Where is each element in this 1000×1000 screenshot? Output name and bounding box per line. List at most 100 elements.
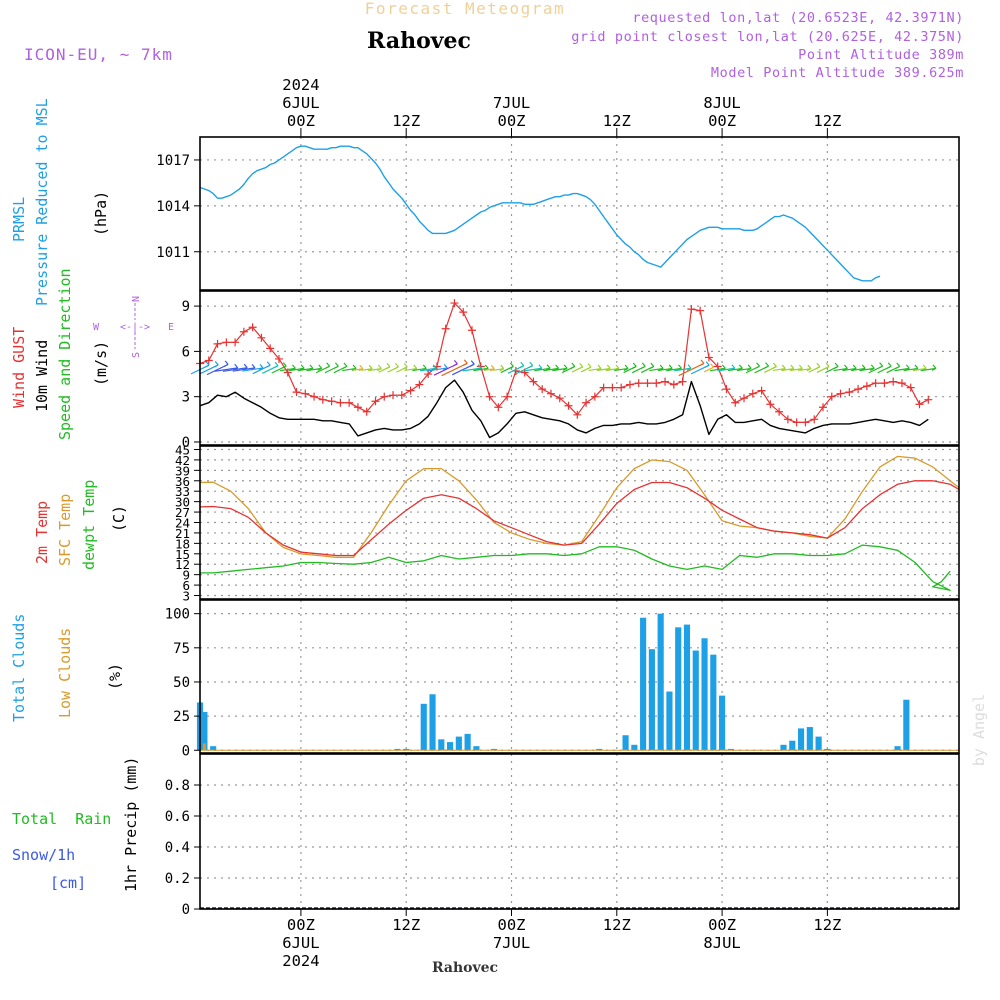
y-tick-label: 6 — [182, 344, 190, 360]
wind-arrow-head — [704, 361, 710, 368]
gust-marker — [897, 379, 906, 388]
wind-arrow-head — [358, 364, 364, 372]
total-cloud-bar — [473, 746, 480, 751]
gust-marker — [503, 392, 512, 401]
y-tick-label: 0.6 — [165, 809, 190, 825]
total-cloud-bar — [797, 728, 805, 751]
gust-marker — [380, 392, 389, 401]
gust-marker — [775, 407, 784, 416]
gust-marker — [634, 379, 643, 388]
wind-arrow-head — [895, 362, 901, 369]
wind-arrow — [657, 367, 673, 372]
wind-arrow — [552, 367, 568, 372]
x-label-top: 12Z — [813, 112, 841, 130]
dewpt-title: dewpt Temp — [80, 480, 98, 570]
gust-marker — [546, 389, 555, 398]
gust-marker — [915, 400, 924, 409]
wind-arrow-head — [764, 362, 770, 369]
wind-arrow — [912, 367, 927, 372]
wind-arrow — [674, 367, 692, 372]
wind-arrow — [920, 367, 937, 372]
wind-arrow — [404, 367, 417, 372]
footer-location: Rahovec — [432, 960, 498, 976]
gust-marker — [818, 403, 827, 412]
y-tick-label: 39 — [175, 463, 190, 478]
wind-arrow-head — [578, 363, 584, 370]
pressure-title-2: Pressure Reduced to MSL — [33, 98, 51, 306]
wind-arrow-head — [453, 359, 458, 367]
wind-arrow — [426, 367, 448, 372]
wind-arrow-head — [746, 364, 752, 371]
gust-marker — [564, 401, 573, 410]
total-cloud-bar — [675, 627, 682, 751]
wind-arrow-head — [204, 361, 210, 368]
wind-arrow-head — [528, 361, 534, 369]
total-cloud-bar — [789, 740, 796, 751]
wind-arrow-head — [334, 362, 339, 369]
wind-unit: (m/s) — [92, 341, 110, 386]
y-tick-label: 1011 — [156, 245, 190, 261]
y-tick-label: 0 — [182, 902, 190, 918]
gust-marker — [661, 377, 670, 386]
y-tick-label: 21 — [175, 526, 190, 541]
total-cloud-bar — [490, 748, 498, 751]
compass-e: E — [168, 322, 174, 333]
wind-arrow-head — [342, 362, 348, 369]
wind-arrow-head — [317, 364, 323, 371]
gust-marker — [599, 383, 608, 392]
wind-arrow-head — [325, 362, 331, 369]
wind-arrow — [306, 367, 322, 372]
wind-dir-title: Speed and Direction — [56, 268, 74, 440]
wind-arrow — [727, 367, 743, 372]
total-cloud-bar — [429, 694, 436, 751]
gust-line — [199, 302, 929, 423]
total-cloud-bar — [719, 695, 726, 751]
y-tick-label: 36 — [175, 474, 190, 489]
total-cloud-bar — [692, 650, 699, 751]
wind-arrow — [342, 367, 357, 372]
wind-arrow — [850, 367, 866, 372]
wind-arrow-head — [489, 364, 495, 372]
gust-marker — [204, 356, 213, 365]
wind-arrow — [543, 367, 559, 372]
x-label-top: 00Z — [708, 112, 736, 130]
wind-arrow-head — [519, 361, 525, 369]
wind-arrow — [588, 367, 602, 372]
y-tick-label: 25 — [173, 709, 190, 725]
compass-n: N — [131, 296, 142, 302]
wind-arrow-head — [755, 362, 761, 369]
grid-point-coords: grid point closest lon,lat (20.625E, 42.… — [571, 29, 964, 45]
temp-panel-titles: 2m Temp SFC Temp dewpt Temp (C) — [33, 480, 128, 570]
gust-marker — [239, 327, 248, 336]
sfc-temp-title: SFC Temp — [56, 494, 74, 566]
gust-marker — [257, 333, 266, 342]
wind-arrow — [842, 367, 857, 372]
panel-frame — [199, 753, 960, 910]
wind-arrow — [232, 367, 256, 372]
gust-marker — [582, 398, 591, 407]
total-cloud-bar — [622, 735, 629, 751]
y-tick-label: 9 — [182, 568, 190, 583]
wind-arrow-head — [931, 364, 937, 371]
wind-arrow-head — [273, 361, 279, 369]
total-cloud-bar — [631, 744, 638, 751]
gust-marker — [362, 407, 371, 416]
x-label-top: 12Z — [603, 112, 631, 130]
rain-title: Total Rain — [12, 810, 111, 828]
gust-marker — [783, 415, 792, 424]
compass-arrows-h: <-|-> — [120, 322, 150, 333]
y-tick-label: 0.4 — [165, 840, 190, 856]
gust-marker — [301, 389, 310, 398]
gust-marker — [748, 389, 757, 398]
wind-panel-titles: Wind GUST 10m Wind Speed and Direction (… — [10, 268, 174, 440]
wind-arrow-head — [649, 362, 655, 370]
precip-panel-titles: Total Rain Snow/1h [cm] 1hr Precip (mm) — [12, 757, 140, 892]
gust-marker — [274, 354, 283, 363]
wind-arrow — [678, 362, 705, 377]
total-cloud-bar — [903, 699, 910, 751]
wind-arrow-head — [463, 359, 468, 366]
wind-arrow — [473, 367, 489, 372]
x-label-bottom: 00Z — [708, 916, 736, 934]
gust-marker — [389, 391, 398, 400]
gust-marker — [792, 418, 801, 427]
